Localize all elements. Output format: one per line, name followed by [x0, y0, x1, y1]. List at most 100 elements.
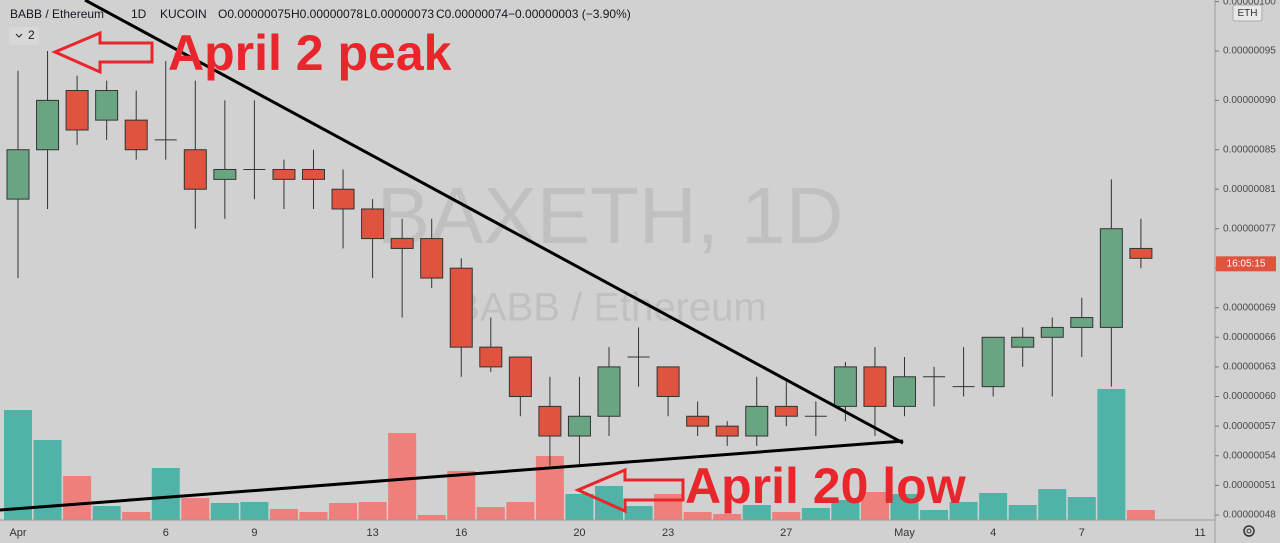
candle-body [656, 366, 680, 398]
time-axis: Apr 6 9 13 16 20 23 27 May 4 7 11 [9, 527, 1205, 539]
candle-body [36, 99, 60, 151]
x-tick-label: 13 [366, 527, 378, 539]
exchange: KUCOIN [160, 7, 207, 21]
candle-body [715, 425, 739, 437]
candle-body [1099, 228, 1123, 328]
candle-body [183, 149, 207, 190]
symbol: BABB / Ethereum [10, 7, 104, 21]
annotation: April 2 peak [168, 25, 452, 81]
candle-body [361, 208, 385, 240]
volume-bar [1067, 497, 1096, 520]
volume-bar [388, 433, 417, 520]
candle-body [863, 366, 887, 407]
volume-bar [92, 506, 121, 520]
y-tick-label: 0.00000054 [1223, 450, 1276, 461]
candle-body [1070, 317, 1094, 328]
volume-bar [4, 410, 32, 520]
annotation-arrow [51, 30, 154, 75]
y-tick-label: 0.00000048 [1223, 510, 1276, 521]
volume-bar [506, 502, 535, 520]
candle-body [449, 267, 473, 348]
volume-bar [742, 505, 771, 520]
volume-bar [210, 503, 239, 520]
candle-body [745, 405, 769, 437]
volume-bar [1008, 505, 1037, 520]
last-price-label [1216, 256, 1276, 272]
watermark-title: BAXETH, 1D [377, 171, 844, 260]
volume-bar [1126, 510, 1155, 520]
gear-icon[interactable] [1243, 525, 1255, 537]
y-tick-label: 0.00000069 [1223, 302, 1276, 313]
candle-body [567, 415, 591, 437]
volume-bar [801, 508, 830, 520]
x-tick-label: 6 [163, 527, 169, 539]
x-tick-label: 11 [1194, 527, 1205, 539]
volume-bar [831, 500, 860, 520]
ohlc-change: −0.00000003 (−3.90%) [508, 7, 631, 21]
candle-body [95, 90, 119, 121]
volume-bar [654, 494, 683, 520]
candle-body [508, 356, 532, 398]
candle-body [538, 405, 562, 437]
volume-bar [447, 471, 476, 520]
trend-line [84, 0, 904, 445]
x-tick-label: Apr [9, 527, 26, 539]
candle-body [893, 376, 916, 407]
volume-bar [1038, 489, 1067, 520]
volume-bar [949, 502, 978, 520]
ohlc-close: C0.00000074 [436, 7, 508, 21]
x-tick-label: 16 [455, 527, 467, 539]
volume-bar [358, 502, 387, 520]
y-tick-label: 0.00000057 [1223, 421, 1276, 432]
candle-body [124, 119, 148, 151]
watermark: BAXETH, 1D BABB / Ethereum [377, 171, 844, 329]
candle-body [479, 346, 503, 368]
indicator-count: 2 [28, 28, 35, 42]
volume-bar [63, 476, 92, 520]
annotation: April 20 low [685, 458, 966, 514]
y-tick-label: 0.00000085 [1223, 144, 1276, 155]
volume-bar [181, 498, 210, 520]
x-tick-label: 20 [573, 527, 585, 539]
y-tick-label: 0.00000081 [1223, 184, 1276, 195]
candle-body [420, 238, 444, 279]
volume-bar [240, 502, 269, 520]
settings-button[interactable] [1243, 525, 1255, 537]
volume-bar [890, 494, 919, 520]
volume-bar [299, 512, 328, 520]
currency-box[interactable] [1232, 4, 1263, 22]
interval: 1D [131, 7, 147, 21]
volume-bar [269, 509, 298, 520]
candle-body [272, 168, 296, 180]
annotation-arrow [574, 467, 685, 514]
y-tick-label: 0.00000095 [1223, 46, 1276, 57]
x-tick-label: 9 [251, 527, 257, 539]
volume-bar [713, 514, 742, 520]
volume-bar [624, 506, 653, 520]
volume-bar [860, 492, 889, 520]
volume-bar [565, 494, 594, 520]
candle-body [597, 366, 621, 417]
candle-body [390, 238, 414, 249]
candle-body [686, 415, 710, 427]
candle-body [302, 168, 325, 180]
currency: ETH [1238, 8, 1258, 19]
x-tick-label: 27 [780, 527, 792, 539]
volume-bar [329, 503, 358, 520]
volume-bar [920, 510, 949, 520]
indicator-toggle[interactable]: 2 [9, 27, 39, 45]
x-tick-label: May [894, 527, 915, 539]
indicator-badge[interactable] [9, 27, 39, 45]
y-tick-label: 0.00000090 [1223, 95, 1276, 106]
y-tick-label: 0.00000100 [1223, 0, 1276, 7]
y-tick-label: 0.00000060 [1223, 391, 1276, 402]
candle-body [65, 90, 89, 131]
candle-body [981, 336, 1005, 388]
volume-bar [151, 468, 180, 520]
y-tick-label: 0.00000051 [1223, 480, 1276, 491]
candle-body [331, 188, 355, 210]
ohlc-open: O0.00000075 [218, 7, 291, 21]
